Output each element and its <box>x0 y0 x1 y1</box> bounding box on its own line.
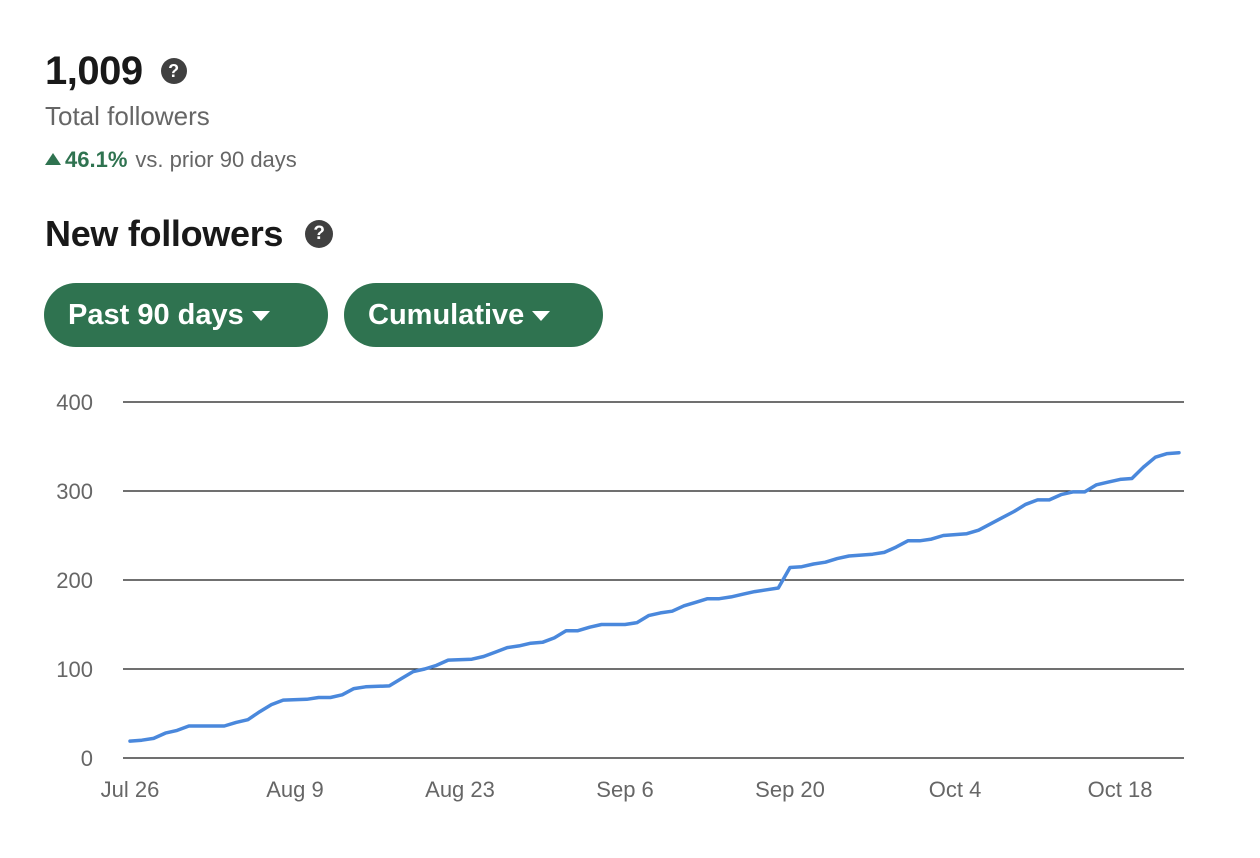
chevron-down-icon <box>251 311 270 321</box>
time-range-label: Past 90 days <box>68 298 244 331</box>
total-followers-value: 1,009 <box>45 49 143 93</box>
y-tick-label: 200 <box>56 568 93 593</box>
help-icon[interactable]: ? <box>160 58 187 84</box>
trend-up-icon <box>45 153 61 165</box>
change-indicator: 46.1% vs. prior 90 days <box>45 146 297 174</box>
chart-mode-dropdown[interactable]: Cumulative <box>344 283 603 347</box>
followers-line-chart: 0 100 200 300 400 Jul 26 Aug 9 Aug 23 Sep 6 Sep 2… <box>56 390 1184 802</box>
x-tick-label: Sep 6 <box>596 777 654 802</box>
total-followers-label: Total followers <box>45 101 210 131</box>
followers-series-line <box>128 450 1181 743</box>
x-tick-label: Jul 26 <box>101 777 160 802</box>
x-tick-label: Aug 23 <box>425 777 495 802</box>
section-help-icon[interactable]: ? <box>305 220 334 248</box>
change-comparison-text: vs. prior 90 days <box>135 147 297 172</box>
y-tick-label: 100 <box>56 657 93 682</box>
total-row: 1,009 ? <box>45 48 297 94</box>
x-tick-label: Oct 4 <box>929 777 982 802</box>
section-title: New followers <box>45 213 284 254</box>
x-tick-label: Aug 9 <box>266 777 324 802</box>
y-tick-label: 400 <box>56 390 93 415</box>
section-title-row: New followers ? <box>45 212 334 256</box>
y-tick-label: 300 <box>56 479 93 504</box>
x-tick-label: Sep 20 <box>755 777 825 802</box>
chevron-down-icon <box>532 311 551 321</box>
summary-header: 1,009 ? Total followers 46.1% vs. prior … <box>45 48 297 174</box>
chart-mode-label: Cumulative <box>368 298 525 331</box>
change-percent: 46.1% <box>65 147 128 172</box>
chart-controls: Past 90 days Cumulative <box>44 283 603 347</box>
x-tick-label: Oct 18 <box>1088 777 1153 802</box>
time-range-dropdown[interactable]: Past 90 days <box>44 283 328 347</box>
y-tick-label: 0 <box>81 746 93 771</box>
